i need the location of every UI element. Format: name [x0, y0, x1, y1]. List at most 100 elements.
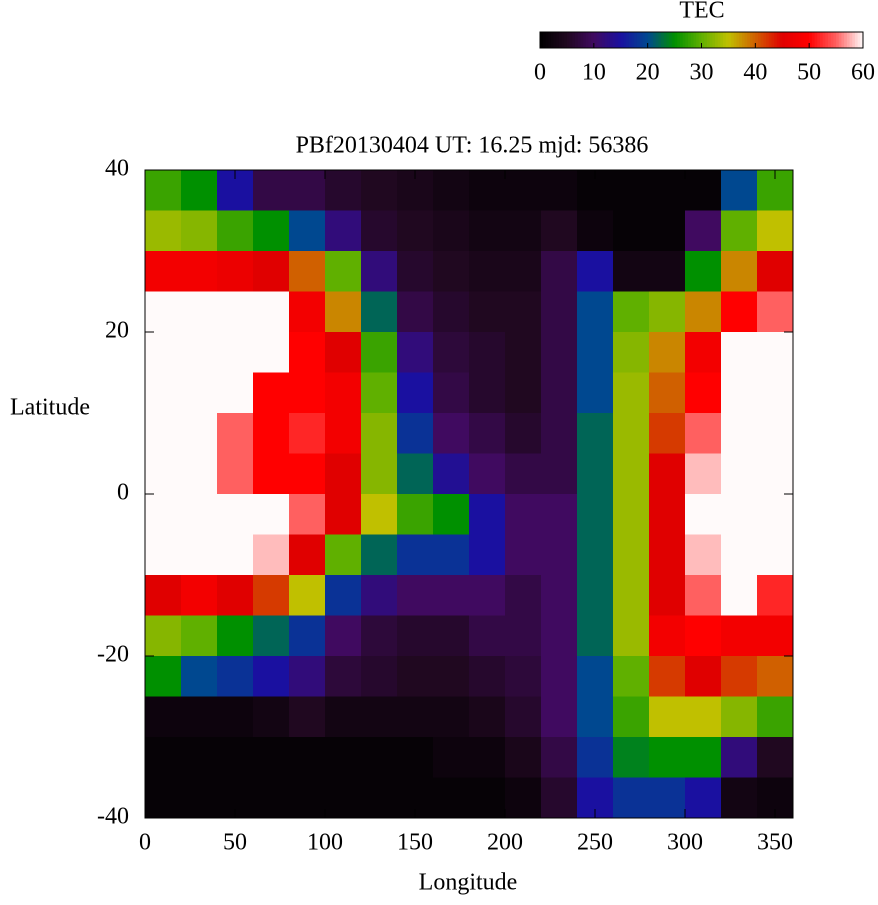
heat-cell: [361, 534, 398, 576]
heat-cell: [685, 534, 722, 576]
heat-cell: [721, 737, 758, 778]
heat-cell: [541, 615, 578, 657]
colorbar-segment: [553, 32, 557, 48]
heat-cell: [721, 453, 758, 495]
heat-cell: [469, 575, 506, 616]
colorbar-segment: [857, 32, 861, 48]
heat-cell: [217, 494, 254, 535]
heat-cell: [541, 413, 578, 454]
heat-cell: [649, 777, 686, 819]
colorbar-segment: [731, 32, 735, 48]
heat-cell: [649, 575, 686, 616]
heat-cell: [757, 696, 794, 738]
heat-cell: [649, 372, 686, 414]
colorbar-segment: [566, 32, 571, 48]
colorbar-segment: [620, 32, 624, 48]
colorbar-segment: [793, 32, 797, 48]
heat-cell: [505, 656, 542, 697]
colorbar-segment: [709, 32, 713, 48]
colorbar-segment: [564, 32, 568, 48]
colorbar-segment: [569, 32, 573, 48]
heat-cell: [505, 696, 542, 738]
heat-cell: [361, 696, 398, 738]
heat-cell: [145, 494, 182, 535]
heat-cell: [181, 332, 218, 373]
heat-cell: [649, 413, 686, 454]
heat-cell: [325, 251, 362, 292]
heat-cell: [145, 615, 182, 657]
heat-cell: [361, 737, 398, 778]
heat-cell: [577, 656, 614, 697]
heat-cell: [145, 170, 182, 211]
colorbar-segment: [706, 32, 711, 48]
colorbar-tick-label: 20: [636, 60, 660, 86]
colorbar-segment: [661, 32, 665, 48]
heat-cell: [397, 696, 434, 738]
heat-cell: [505, 251, 542, 292]
heat-cell: [253, 777, 290, 819]
colorbar-segment: [644, 32, 649, 48]
heat-cell: [253, 210, 290, 252]
heat-cell: [541, 737, 578, 778]
colorbar-segment: [833, 32, 837, 48]
heat-cell: [325, 534, 362, 576]
colorbar-segment: [655, 32, 659, 48]
colorbar-segment: [558, 32, 563, 48]
heat-cell: [649, 251, 686, 292]
heat-cell: [325, 413, 362, 454]
heat-cell: [613, 534, 650, 576]
colorbar-segment: [717, 32, 721, 48]
heat-cell: [181, 494, 218, 535]
heat-cell: [397, 251, 434, 292]
heat-cell: [757, 494, 794, 535]
colorbar-segment: [712, 32, 716, 48]
heat-cell: [253, 413, 290, 454]
heat-cell: [217, 453, 254, 495]
heat-cell: [253, 372, 290, 414]
colorbar-segment: [682, 32, 686, 48]
colorbar-segment: [653, 32, 657, 48]
heat-cell: [397, 534, 434, 576]
heat-cell: [289, 656, 326, 697]
colorbar-segment: [752, 32, 756, 48]
heat-cell: [613, 575, 650, 616]
heat-cell: [577, 372, 614, 414]
colorbar-segment: [663, 32, 668, 48]
heat-cell: [181, 372, 218, 414]
colorbar-segment: [763, 32, 767, 48]
heat-cell: [253, 251, 290, 292]
heat-cell: [685, 210, 722, 252]
heat-cell: [613, 413, 650, 454]
heat-cell: [361, 615, 398, 657]
y-tick-label: 20: [105, 318, 129, 344]
heat-cell: [541, 494, 578, 535]
colorbar-segment: [782, 32, 786, 48]
heat-cell: [613, 372, 650, 414]
colorbar-segment: [693, 32, 697, 48]
heat-cell: [397, 453, 434, 495]
heat-cell: [181, 696, 218, 738]
colorbar-segment: [795, 32, 799, 48]
colorbar-segment: [596, 32, 600, 48]
colorbar-segment: [817, 32, 821, 48]
heat-cell: [361, 210, 398, 252]
colorbar-segment: [725, 32, 729, 48]
colorbar-segment: [666, 32, 670, 48]
heat-cell: [289, 575, 326, 616]
heat-cell: [289, 737, 326, 778]
heat-cell: [289, 210, 326, 252]
heat-cell: [361, 453, 398, 495]
heat-cell: [649, 534, 686, 576]
heat-cell: [289, 615, 326, 657]
heat-cell: [721, 575, 758, 616]
heat-cell: [613, 696, 650, 738]
heat-cell: [433, 494, 470, 535]
heat-cell: [613, 291, 650, 333]
heat-cell: [253, 291, 290, 333]
heat-cell: [577, 251, 614, 292]
heat-cell: [649, 656, 686, 697]
colorbar-segment: [819, 32, 824, 48]
colorbar-segment: [723, 32, 727, 48]
heat-cell: [577, 494, 614, 535]
colorbar-label: TEC: [679, 0, 724, 24]
